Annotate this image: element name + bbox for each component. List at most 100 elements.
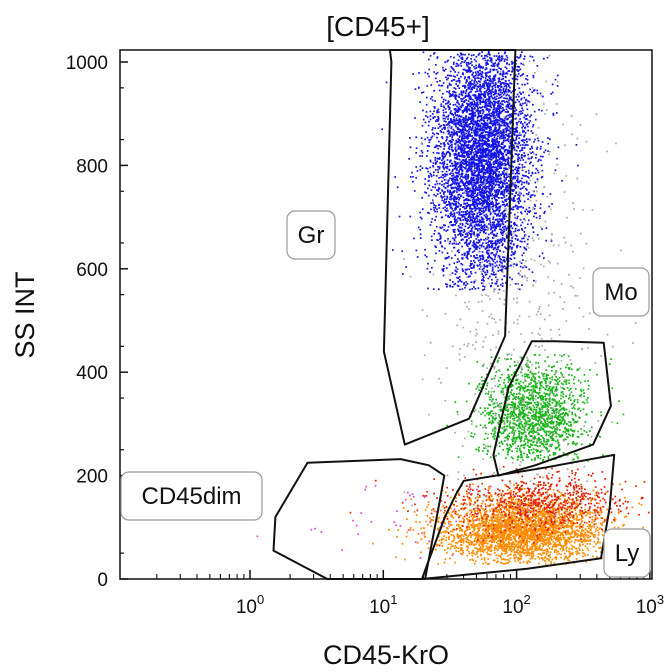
event-dot <box>467 124 469 127</box>
event-dot <box>525 98 527 101</box>
event-dot <box>479 188 481 191</box>
event-dot <box>466 187 468 190</box>
event-dot <box>486 205 489 208</box>
event-dot <box>483 129 486 132</box>
event-dot <box>488 158 491 160</box>
event-dot <box>469 241 471 244</box>
event-dot <box>439 241 442 243</box>
event-dot <box>496 189 499 191</box>
event-dot <box>512 169 514 172</box>
event-dot <box>483 160 486 162</box>
event-dot <box>486 145 489 148</box>
event-dot <box>479 81 481 83</box>
event-dot <box>457 119 459 122</box>
event-dot <box>456 284 459 287</box>
event-dot <box>482 189 484 192</box>
event-dot <box>493 166 495 169</box>
event-dot <box>452 230 455 233</box>
event-dot <box>485 67 488 70</box>
event-dot <box>495 209 498 211</box>
event-dot <box>480 189 483 192</box>
event-dot <box>515 166 517 169</box>
event-dot <box>498 105 500 108</box>
event-dot <box>464 139 466 142</box>
event-dot <box>445 115 448 118</box>
event-dot <box>475 182 477 185</box>
event-dot <box>503 225 506 228</box>
event-dot <box>456 127 459 130</box>
event-dot <box>502 78 505 80</box>
event-dot <box>517 272 520 275</box>
event-dot <box>487 84 489 87</box>
event-dot <box>453 182 456 185</box>
event-dot <box>493 274 496 276</box>
event-dot <box>487 131 489 134</box>
event-dot <box>500 68 502 71</box>
event-dot <box>453 212 456 214</box>
event-dot <box>545 227 548 229</box>
event-dot <box>498 93 500 96</box>
event-dot <box>459 52 462 55</box>
event-dot <box>435 144 438 147</box>
event-dot <box>502 182 504 185</box>
event-dot <box>478 73 480 76</box>
event-dot <box>472 214 474 216</box>
event-dot <box>497 161 500 164</box>
event-dot <box>453 95 455 97</box>
event-dot <box>498 116 501 119</box>
event-dot <box>497 105 499 107</box>
event-dot <box>476 163 478 165</box>
event-dot <box>427 262 429 265</box>
event-dot <box>448 91 450 94</box>
event-dot <box>476 204 478 207</box>
event-dot <box>471 199 474 201</box>
event-dot <box>470 58 472 60</box>
event-dot <box>481 122 484 125</box>
event-dot <box>445 210 448 212</box>
event-dot <box>533 215 535 218</box>
event-dot <box>464 84 466 87</box>
event-dot <box>482 119 485 122</box>
event-dot <box>433 106 436 108</box>
event-dot <box>505 227 507 230</box>
event-dot <box>507 186 510 189</box>
event-dot <box>472 118 475 121</box>
event-dot <box>471 108 474 111</box>
event-dot <box>453 56 455 59</box>
event-dot <box>498 123 501 126</box>
event-dot <box>441 154 444 157</box>
event-dot <box>451 183 453 185</box>
event-dot <box>472 178 475 181</box>
event-dot <box>487 191 490 194</box>
event-dot <box>425 115 427 117</box>
event-dot <box>467 183 470 186</box>
event-dot <box>448 242 451 245</box>
event-dot <box>455 206 457 209</box>
event-dot <box>443 224 445 226</box>
event-dot <box>502 158 505 160</box>
event-dot <box>485 182 488 185</box>
event-dot <box>486 197 489 200</box>
event-dot <box>450 186 453 189</box>
event-dot <box>513 213 516 216</box>
event-dot <box>488 52 490 55</box>
event-dot <box>473 156 476 159</box>
event-dot <box>470 168 473 171</box>
event-dot <box>442 207 445 210</box>
event-dot <box>481 251 484 253</box>
event-dot <box>522 129 524 132</box>
event-dot <box>504 80 507 82</box>
event-dot <box>455 219 458 221</box>
event-dot <box>469 85 472 88</box>
event-dot <box>472 162 474 165</box>
event-dot <box>510 224 513 227</box>
event-dot <box>430 221 433 223</box>
event-dot <box>428 141 431 144</box>
event-dot <box>493 79 496 82</box>
event-dot <box>465 207 468 209</box>
event-dot <box>437 188 440 191</box>
event-dot <box>482 275 484 277</box>
event-dot <box>481 101 483 103</box>
event-dot <box>487 175 490 178</box>
event-dot <box>505 200 507 202</box>
